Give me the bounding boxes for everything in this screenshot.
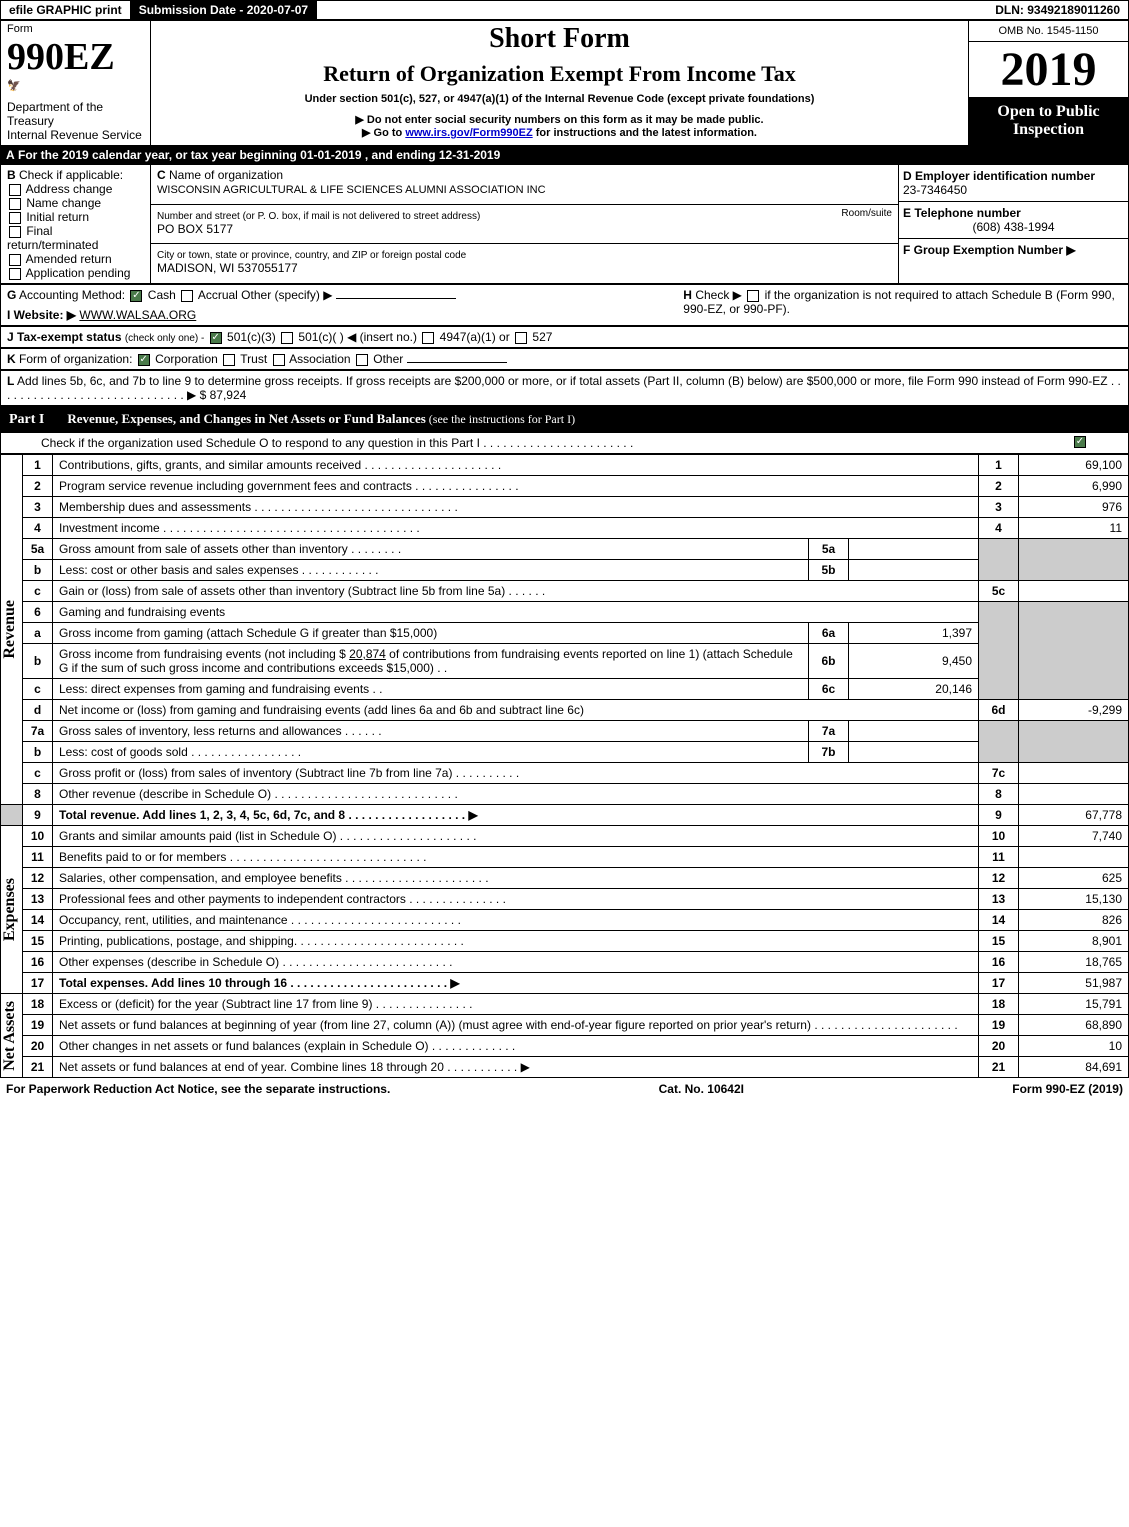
phone-value: (608) 438-1994 — [903, 220, 1124, 234]
irs-url-link[interactable]: www.irs.gov/Form990EZ — [405, 127, 532, 139]
line-6a-amount: 1,397 — [849, 623, 979, 644]
no-ssn-notice: Do not enter social security numbers on … — [157, 113, 962, 126]
line-19-amount: 68,890 — [1019, 1015, 1129, 1036]
line-7c-amount — [1019, 763, 1129, 784]
checkbox-amended[interactable] — [9, 254, 21, 266]
checkbox-527[interactable] — [515, 332, 527, 344]
expenses-side-label: Expenses — [1, 878, 19, 941]
line-14-amount: 826 — [1019, 910, 1129, 931]
sections-b-to-f: B Check if applicable: Address change Na… — [0, 164, 1129, 284]
line-11-amount — [1019, 847, 1129, 868]
form-ref: Form 990-EZ (2019) — [1012, 1082, 1123, 1096]
checkbox-trust[interactable] — [223, 354, 235, 366]
org-name: WISCONSIN AGRICULTURAL & LIFE SCIENCES A… — [157, 184, 546, 196]
checkbox-pending[interactable] — [9, 268, 21, 280]
line-1-amount: 69,100 — [1019, 455, 1129, 476]
checkbox-name-change[interactable] — [9, 198, 21, 210]
title-subtitle: Return of Organization Exempt From Incom… — [157, 61, 962, 87]
checkbox-address-change[interactable] — [9, 184, 21, 196]
checkbox-501c3[interactable] — [210, 332, 222, 344]
line-3-amount: 976 — [1019, 497, 1129, 518]
part-i-lines: Revenue 1Contributions, gifts, grants, a… — [0, 454, 1129, 1078]
line-2-amount: 6,990 — [1019, 476, 1129, 497]
section-l: L Add lines 5b, 6c, and 7b to line 9 to … — [1, 371, 1129, 406]
goto-line: ▶ Go to www.irs.gov/Form990EZ for instru… — [157, 126, 962, 139]
ein-label: D Employer identification number — [903, 169, 1095, 183]
line-6c-amount: 20,146 — [849, 679, 979, 700]
checkbox-cash[interactable] — [130, 290, 142, 302]
checkbox-corporation[interactable] — [138, 354, 150, 366]
checkbox-schedule-b[interactable] — [747, 290, 759, 302]
irs-line: Internal Revenue Service — [7, 128, 144, 142]
website-url[interactable]: WWW.WALSAA.ORG — [79, 308, 196, 322]
header-table: Form 990EZ 🦅 Department of the Treasury … — [0, 20, 1129, 146]
line-6b-amount: 9,450 — [849, 644, 979, 679]
net-assets-side-label: Net Assets — [1, 1001, 19, 1071]
line-8-amount — [1019, 784, 1129, 805]
line-18-amount: 15,791 — [1019, 994, 1129, 1015]
line-10-amount: 7,740 — [1019, 826, 1129, 847]
form-number: 990EZ — [7, 35, 144, 79]
phone-label: E Telephone number — [903, 206, 1021, 220]
section-k: K Form of organization: Corporation Trus… — [1, 349, 1129, 370]
checkbox-schedule-o[interactable] — [1074, 436, 1086, 448]
catalog-number: Cat. No. 10642I — [659, 1082, 744, 1096]
under-section: Under section 501(c), 527, or 4947(a)(1)… — [157, 93, 962, 105]
checkbox-501c[interactable] — [281, 332, 293, 344]
form-word: Form — [7, 23, 144, 35]
page-footer: For Paperwork Reduction Act Notice, see … — [0, 1078, 1129, 1100]
po-box: PO BOX 5177 — [157, 222, 233, 236]
line-17-amount: 51,987 — [1019, 973, 1129, 994]
checkbox-accrual[interactable] — [181, 290, 193, 302]
line-6d-amount: -9,299 — [1019, 700, 1129, 721]
other-org-input[interactable] — [407, 362, 507, 363]
section-j: J Tax-exempt status (check only one) - 5… — [1, 327, 1129, 348]
schedule-o-check-line: Check if the organization used Schedule … — [1, 432, 1128, 453]
tax-year: 2019 — [969, 42, 1128, 97]
submission-date: Submission Date - 2020-07-07 — [131, 1, 317, 19]
dln: DLN: 93492189011260 — [987, 1, 1128, 19]
part-i-header: Part I Revenue, Expenses, and Changes in… — [1, 407, 1128, 432]
line-13-amount: 15,130 — [1019, 889, 1129, 910]
line-12-amount: 625 — [1019, 868, 1129, 889]
line-20-amount: 10 — [1019, 1036, 1129, 1057]
gross-receipts-amount: 87,924 — [210, 388, 247, 402]
line-9-amount: 67,778 — [1019, 805, 1129, 826]
open-to-public: Open to Public Inspection — [969, 97, 1128, 145]
ein-value: 23-7346450 — [903, 183, 967, 197]
line-4-amount: 11 — [1019, 518, 1129, 539]
line-21-amount: 84,691 — [1019, 1057, 1129, 1078]
top-bar: efile GRAPHIC print Submission Date - 20… — [0, 0, 1129, 20]
checkbox-initial-return[interactable] — [9, 212, 21, 224]
efile-print-label: efile GRAPHIC print — [1, 1, 131, 19]
omb-number: OMB No. 1545-1150 — [969, 21, 1128, 42]
department: Department of the Treasury — [7, 100, 144, 128]
city-state-zip: MADISON, WI 537055177 — [157, 261, 298, 275]
checkbox-other-org[interactable] — [356, 354, 368, 366]
checkbox-4947[interactable] — [422, 332, 434, 344]
line-15-amount: 8,901 — [1019, 931, 1129, 952]
checkbox-association[interactable] — [273, 354, 285, 366]
line-16-amount: 18,765 — [1019, 952, 1129, 973]
paperwork-notice: For Paperwork Reduction Act Notice, see … — [6, 1082, 390, 1096]
line-5c-amount — [1019, 581, 1129, 602]
section-a: A For the 2019 calendar year, or tax yea… — [0, 146, 1129, 164]
sections-g-h: G Accounting Method: Cash Accrual Other … — [0, 284, 1129, 326]
revenue-side-label: Revenue — [1, 600, 19, 659]
title-short-form: Short Form — [157, 23, 962, 55]
group-exemption-label: F Group Exemption Number ▶ — [903, 243, 1076, 257]
other-method-input[interactable] — [336, 298, 456, 299]
checkbox-final-return[interactable] — [9, 226, 21, 238]
